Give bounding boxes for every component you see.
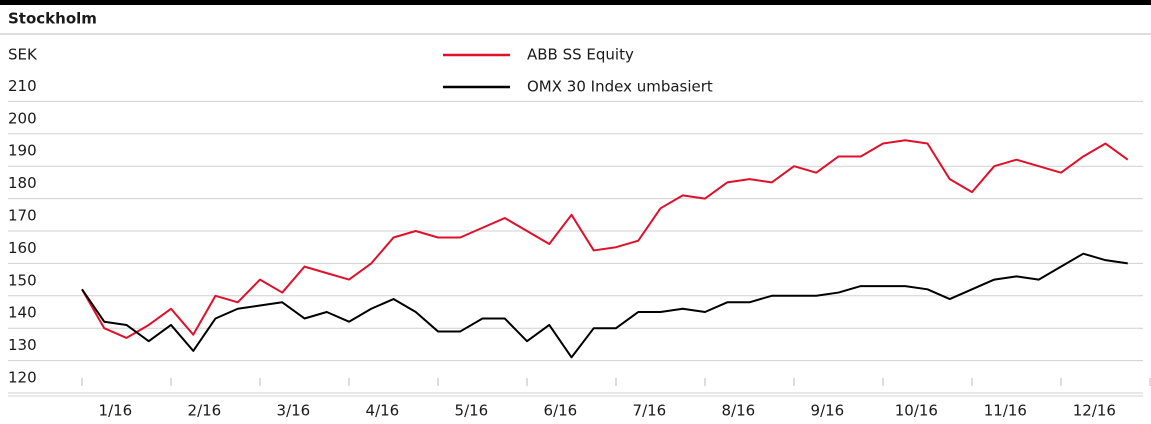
y-tick-label: 150 — [8, 271, 37, 289]
x-tick-label: 3/16 — [277, 402, 311, 420]
legend-label: ABB SS Equity — [527, 46, 634, 64]
x-tick-label: 8/16 — [722, 402, 756, 420]
x-tick-label: 11/16 — [984, 402, 1027, 420]
y-tick-label: 200 — [8, 109, 37, 127]
x-tick-label: 10/16 — [895, 402, 938, 420]
y-tick-label: 170 — [8, 207, 37, 225]
x-tick-label: 1/16 — [99, 402, 133, 420]
x-tick-label: 2/16 — [188, 402, 222, 420]
legend-label: OMX 30 Index umbasiert — [527, 78, 713, 96]
x-tick-label: 9/16 — [811, 402, 845, 420]
x-tick-label: 4/16 — [366, 402, 400, 420]
y-tick-label: 180 — [8, 174, 37, 192]
x-tick-label: 5/16 — [455, 402, 489, 420]
x-tick-label: 7/16 — [633, 402, 667, 420]
y-axis-label: SEK — [8, 46, 38, 64]
top-rule — [0, 0, 1151, 5]
y-tick-label: 190 — [8, 142, 37, 160]
y-tick-label: 160 — [8, 239, 37, 257]
chart-title: Stockholm — [8, 10, 97, 28]
y-tick-label: 210 — [8, 77, 37, 95]
y-tick-label: 130 — [8, 336, 37, 354]
series-line — [81, 139, 1129, 339]
x-tick-label: 12/16 — [1073, 402, 1116, 420]
y-tick-label: 120 — [8, 369, 37, 387]
series-line — [81, 252, 1128, 359]
y-tick-label: 140 — [8, 304, 37, 322]
x-tick-label: 6/16 — [544, 402, 578, 420]
